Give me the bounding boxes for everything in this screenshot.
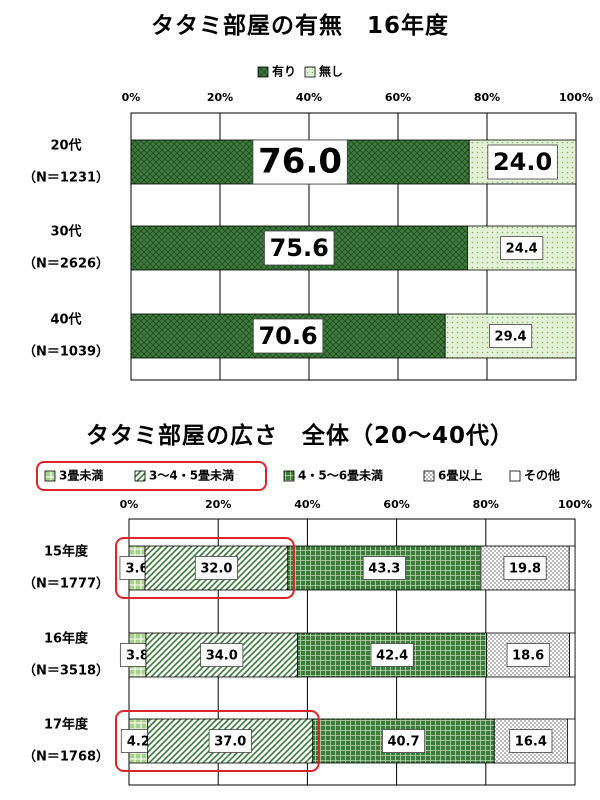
legend-swatch <box>304 66 316 78</box>
category-count-label: （N＝1039） <box>23 344 109 360</box>
data-label: 76.0 <box>258 142 342 182</box>
data-label-box <box>487 144 558 180</box>
data-label-box <box>252 318 324 354</box>
legend-label: 3畳未満 <box>59 468 103 483</box>
data-label: 42.4 <box>376 649 408 664</box>
bar-segment <box>567 718 576 764</box>
legend-swatch <box>257 66 269 78</box>
x-tick-label: 60% <box>385 91 411 104</box>
x-tick-label: 100% <box>558 498 592 511</box>
bar-segment <box>569 632 576 678</box>
bar-segment <box>147 718 314 764</box>
legend-swatch <box>283 470 295 482</box>
category-label: 16年度 <box>44 631 89 647</box>
data-label-box <box>370 643 414 667</box>
bar-segment <box>486 632 571 678</box>
data-label: 24.4 <box>506 242 538 257</box>
data-label-box <box>194 556 238 580</box>
data-label: 16.4 <box>515 735 547 750</box>
data-label: 32.0 <box>200 562 232 577</box>
data-label: 43.3 <box>368 562 400 577</box>
legend-swatch <box>509 470 521 482</box>
data-label-box <box>200 643 244 667</box>
data-label: 70.6 <box>258 322 317 350</box>
legend-highlight-box <box>36 461 267 491</box>
data-label: 29.4 <box>495 330 527 345</box>
category-count-label: （N＝2626） <box>23 256 109 272</box>
data-label: 24.0 <box>493 148 552 176</box>
category-label: 40代 <box>50 312 81 328</box>
data-label-box <box>264 230 335 266</box>
row-highlight-box <box>115 537 295 599</box>
category-count-label: （N＝3518） <box>23 663 109 679</box>
x-tick-label: 40% <box>296 91 322 104</box>
category-label: 20代 <box>50 138 81 154</box>
data-label: 3.8 <box>126 649 149 664</box>
x-tick-label: 100% <box>559 91 593 104</box>
legend-label: 6畳以上 <box>438 468 482 483</box>
data-label-box <box>509 729 553 753</box>
legend-swatch <box>134 470 146 482</box>
data-label-box <box>362 556 406 580</box>
x-tick-label: 80% <box>474 91 500 104</box>
data-label-box <box>208 729 252 753</box>
data-label-box <box>381 729 426 753</box>
chart2-title: タタミ部屋の広さ 全体（20～40代） <box>85 423 514 449</box>
x-tick-label: 20% <box>205 498 231 511</box>
legend-label: 無し <box>319 64 343 79</box>
x-tick-label: 0% <box>120 498 139 511</box>
data-label: 18.6 <box>512 649 544 664</box>
data-label: 75.6 <box>270 234 329 262</box>
x-tick-label: 60% <box>383 498 409 511</box>
legend-label: その他 <box>524 468 560 483</box>
bar-segment <box>568 545 576 591</box>
data-label-box <box>252 139 348 185</box>
data-label-box <box>503 556 547 580</box>
x-tick-label: 20% <box>207 91 233 104</box>
legend-swatch <box>44 470 56 482</box>
data-label: 4.2 <box>127 735 150 750</box>
category-count-label: （N＝1777） <box>23 576 109 592</box>
chart1-title: タタミ部屋の有無 16年度 <box>150 13 449 39</box>
data-label: 37.0 <box>214 735 246 750</box>
category-label: 30代 <box>50 224 81 240</box>
legend-label: 4・5～6畳未満 <box>298 468 383 483</box>
x-tick-label: 80% <box>473 498 499 511</box>
x-tick-label: 0% <box>122 91 141 104</box>
row-highlight-box <box>115 710 320 772</box>
data-label: 34.0 <box>206 649 238 664</box>
data-label: 19.8 <box>509 562 541 577</box>
legend-label: 3～4・5畳未満 <box>149 468 234 483</box>
legend-swatch <box>423 470 435 482</box>
x-tick-label: 40% <box>294 498 320 511</box>
data-label-box <box>489 324 533 348</box>
category-count-label: （N＝1768） <box>23 749 109 765</box>
data-label-box <box>506 643 550 667</box>
category-label: 15年度 <box>44 544 89 560</box>
data-label: 40.7 <box>387 735 419 750</box>
legend-label: 有り <box>272 64 296 79</box>
category-count-label: （N＝1231） <box>23 170 109 186</box>
data-label: 3.6 <box>126 562 149 577</box>
category-label: 17年度 <box>44 717 89 733</box>
data-label-box <box>500 236 544 260</box>
